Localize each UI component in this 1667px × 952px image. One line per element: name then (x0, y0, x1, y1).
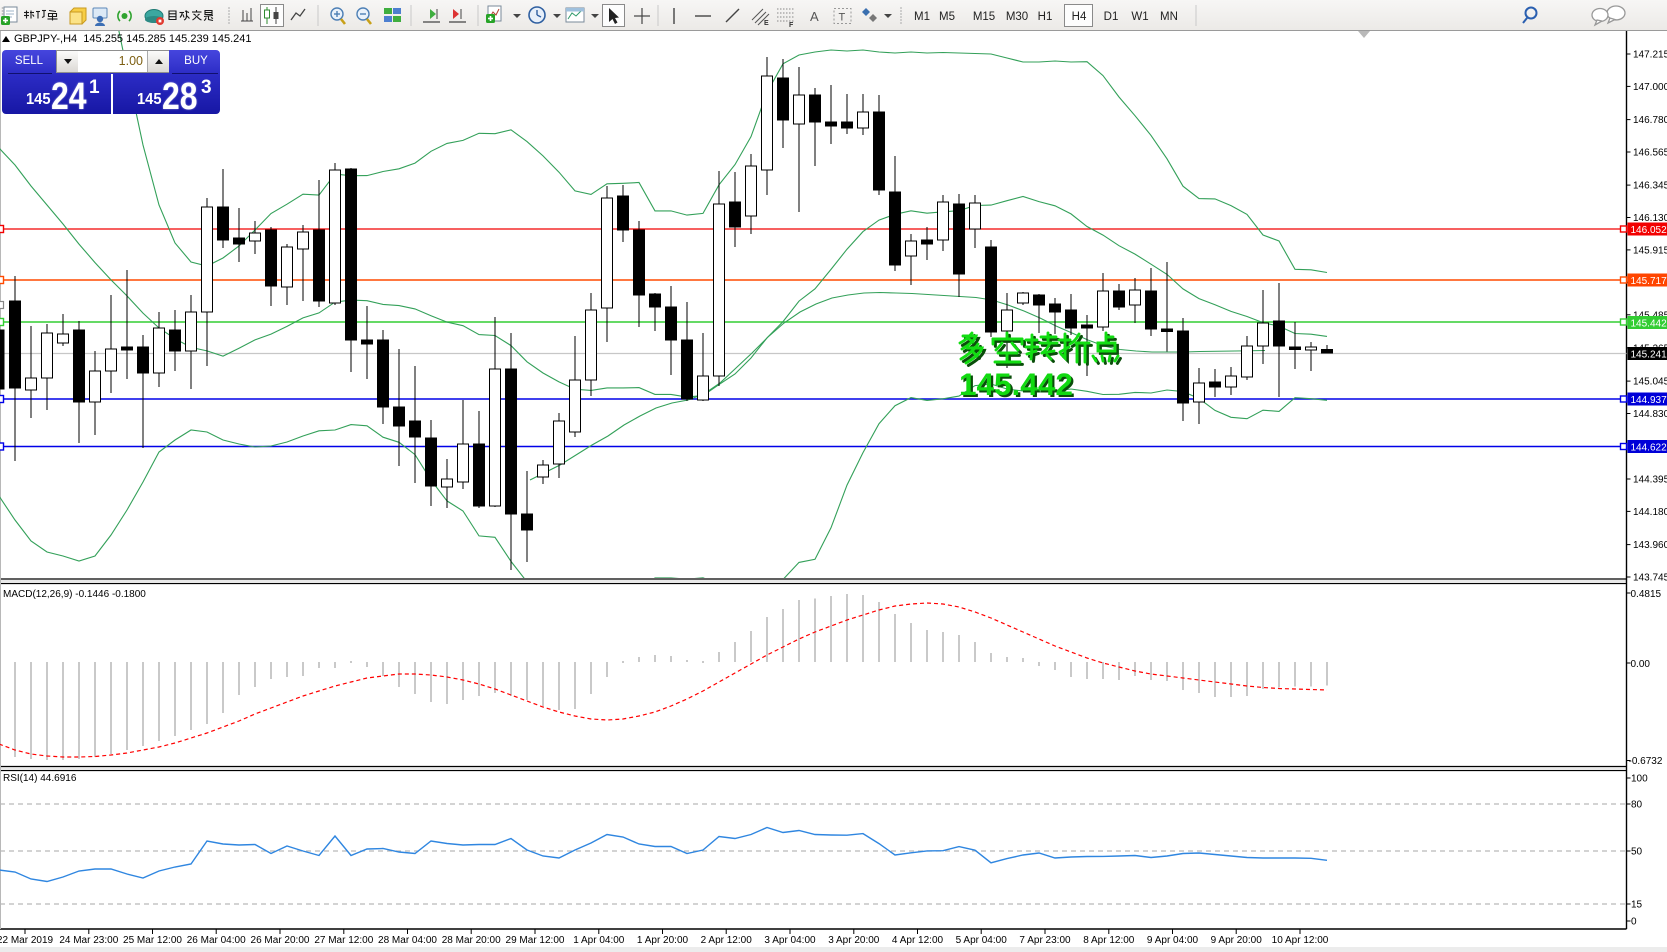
svg-text:D1: D1 (1104, 11, 1119, 23)
svg-text:E: E (764, 20, 769, 27)
svg-text:144.395: 144.395 (1633, 475, 1667, 486)
svg-text:100: 100 (1631, 774, 1648, 785)
svg-text:M5: M5 (939, 11, 955, 23)
svg-text:145.241: 145.241 (1631, 349, 1667, 360)
svg-text:22 Mar 2019: 22 Mar 2019 (0, 935, 54, 946)
svg-text:145.442: 145.442 (961, 368, 1075, 404)
svg-text:3 Apr 04:00: 3 Apr 04:00 (764, 935, 816, 946)
svg-text:T: T (839, 12, 846, 24)
svg-text:24 Mar 23:00: 24 Mar 23:00 (59, 935, 118, 946)
svg-text:0.00: 0.00 (1631, 659, 1651, 670)
svg-text:15: 15 (1631, 900, 1643, 911)
svg-text:144.622: 144.622 (1631, 442, 1667, 453)
svg-text:3 Apr 20:00: 3 Apr 20:00 (828, 935, 880, 946)
svg-text:1 Apr 04:00: 1 Apr 04:00 (573, 935, 625, 946)
svg-text:MN: MN (1160, 11, 1178, 23)
svg-text:26 Mar 20:00: 26 Mar 20:00 (251, 935, 310, 946)
svg-text:A: A (810, 9, 819, 24)
svg-text:8 Apr 12:00: 8 Apr 12:00 (1083, 935, 1135, 946)
svg-text:27 Mar 12:00: 27 Mar 12:00 (314, 935, 373, 946)
svg-text:28 Mar 20:00: 28 Mar 20:00 (442, 935, 501, 946)
svg-text:W1: W1 (1131, 11, 1148, 23)
svg-text:H1: H1 (1038, 11, 1053, 23)
svg-text:146.345: 146.345 (1633, 181, 1667, 192)
svg-text:80: 80 (1631, 800, 1643, 811)
svg-text:-0.6732: -0.6732 (1629, 756, 1663, 767)
svg-text:147.000: 147.000 (1633, 82, 1667, 93)
svg-text:4 Apr 12:00: 4 Apr 12:00 (892, 935, 944, 946)
svg-text:145.442: 145.442 (959, 366, 1073, 402)
svg-text:147.215: 147.215 (1633, 50, 1667, 61)
svg-text:0: 0 (1631, 917, 1637, 928)
svg-text:146.780: 146.780 (1633, 115, 1667, 126)
svg-text:25 Mar 12:00: 25 Mar 12:00 (123, 935, 182, 946)
svg-text:M30: M30 (1006, 11, 1028, 23)
svg-text:10 Apr 12:00: 10 Apr 12:00 (1272, 935, 1329, 946)
svg-text:144.830: 144.830 (1633, 409, 1667, 420)
svg-text:145.485: 145.485 (1633, 310, 1667, 321)
svg-text:144.937: 144.937 (1631, 395, 1667, 406)
svg-text:145.717: 145.717 (1631, 276, 1667, 287)
svg-text:1 Apr 20:00: 1 Apr 20:00 (637, 935, 689, 946)
svg-text:H4: H4 (1072, 11, 1087, 23)
svg-text:F: F (789, 22, 794, 29)
svg-text:9 Apr 20:00: 9 Apr 20:00 (1211, 935, 1263, 946)
svg-text:145.045: 145.045 (1633, 377, 1667, 388)
svg-text:145.915: 145.915 (1633, 245, 1667, 256)
svg-text:146.565: 146.565 (1633, 148, 1667, 159)
svg-text:5 Apr 04:00: 5 Apr 04:00 (956, 935, 1008, 946)
svg-text:146.052: 146.052 (1631, 225, 1667, 236)
svg-text:7 Apr 23:00: 7 Apr 23:00 (1019, 935, 1071, 946)
svg-text:146.130: 146.130 (1633, 213, 1667, 224)
svg-text:145.442: 145.442 (1631, 318, 1667, 329)
svg-text:143.745: 143.745 (1633, 573, 1667, 584)
svg-text:50: 50 (1631, 847, 1643, 858)
svg-text:M15: M15 (973, 11, 995, 23)
svg-text:29 Mar 12:00: 29 Mar 12:00 (506, 935, 565, 946)
svg-text:MACD(12,26,9) -0.1446 -0.1800: MACD(12,26,9) -0.1446 -0.1800 (3, 589, 146, 600)
svg-text:2 Apr 12:00: 2 Apr 12:00 (701, 935, 753, 946)
svg-text:26 Mar 04:00: 26 Mar 04:00 (187, 935, 246, 946)
svg-text:143.960: 143.960 (1633, 540, 1667, 551)
svg-text:M1: M1 (914, 11, 930, 23)
svg-text:28 Mar 04:00: 28 Mar 04:00 (378, 935, 437, 946)
svg-text:144.180: 144.180 (1633, 507, 1667, 518)
svg-text:RSI(14) 44.6916: RSI(14) 44.6916 (3, 773, 77, 784)
svg-text:0.4815: 0.4815 (1631, 589, 1662, 600)
svg-text:9 Apr 04:00: 9 Apr 04:00 (1147, 935, 1199, 946)
